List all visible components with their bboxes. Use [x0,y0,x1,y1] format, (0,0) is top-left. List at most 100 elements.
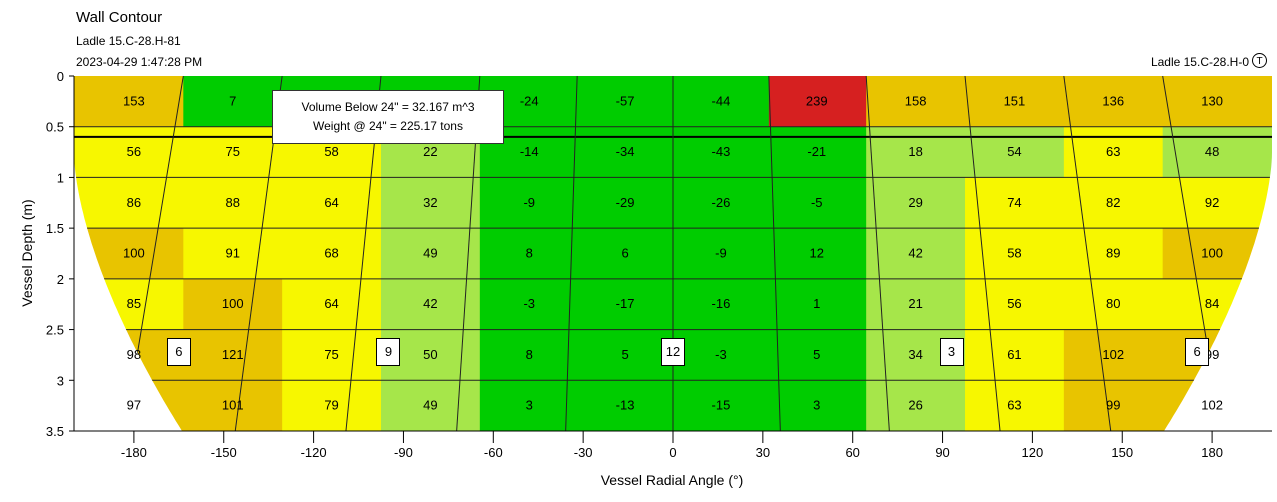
sector-marker: 6 [166,337,191,366]
cell-value-label: -13 [616,398,635,413]
cell-value-label: 97 [127,398,141,413]
cell-value-label: 68 [324,246,338,261]
heat-cell [282,177,382,229]
cell-value-label: 7 [229,93,236,108]
cell-value-label: 54 [1007,144,1021,159]
heat-cell [673,329,770,381]
y-tick-label: 2.5 [46,323,64,338]
cell-value-label: -34 [616,144,635,159]
cell-value-label: 1 [813,296,820,311]
heat-cell [74,126,184,178]
cell-value-label: 121 [222,347,244,362]
heat-cell [673,228,770,280]
cell-value-label: -14 [520,144,539,159]
cell-value-label: 98 [127,347,141,362]
heat-cell [577,76,674,128]
heat-cell [673,380,770,431]
cell-value-label: 50 [423,347,437,362]
sector-line [565,76,578,431]
x-tick-label: -180 [121,445,147,460]
cell-value-label: 101 [222,398,244,413]
heat-cell [577,380,674,431]
heat-cell [577,126,674,178]
heat-cell [965,278,1065,331]
x-tick-label: 180 [1201,445,1223,460]
heat-cell [282,329,382,381]
cell-value-label: 99 [1106,398,1120,413]
heat-cell [768,380,867,431]
cell-value-label: -9 [523,195,535,210]
sector-line [865,76,890,431]
cell-value-label: 3 [526,398,533,413]
heat-cell [1063,228,1164,280]
heat-cell [768,76,867,128]
heat-cell [479,177,578,229]
cell-value-label: 34 [908,347,922,362]
cell-value-label: 79 [324,398,338,413]
heat-cell [1162,126,1272,178]
y-tick-label: 2 [57,272,64,287]
cell-value-label: 88 [226,195,240,210]
t-icon[interactable]: T [1252,53,1267,68]
sector-line [768,76,781,431]
heat-cell [282,380,382,431]
heat-cell [577,329,674,381]
heat-cell [1063,329,1164,381]
heat-cell [866,228,966,280]
cell-value-label: 18 [908,144,922,159]
heat-cell [866,126,966,178]
heat-cell [768,228,867,280]
heat-cell [577,177,674,229]
heat-cell [768,177,867,229]
cell-value-label: 49 [423,246,437,261]
cell-value-label: 89 [1106,246,1120,261]
cell-value-label: 64 [324,296,338,311]
cell-value-label: 58 [1007,246,1021,261]
cell-value-label: 75 [324,347,338,362]
heat-cell [965,126,1065,178]
x-tick-label: 150 [1111,445,1133,460]
heat-cell [479,228,578,280]
y-tick-label: 0 [57,69,64,84]
x-tick-label: 90 [935,445,949,460]
sector-marker: 3 [939,337,964,366]
cell-value-label: 8 [526,246,533,261]
x-tick-label: 120 [1022,445,1044,460]
x-tick-label: 30 [756,445,770,460]
ladle-label: Ladle 15.C-28.H-0 [1150,55,1249,69]
heat-cell [183,177,283,229]
timestamp: 2023-04-29 1:47:28 PM [76,55,203,69]
volume-below-text: Volume Below 24" = 32.167 m^3 [301,100,475,114]
cell-value-label: 6 [621,246,628,261]
cell-value-label: 91 [226,246,240,261]
heat-cell [1063,76,1164,128]
cell-value-label: 239 [806,93,828,108]
cell-value-label: -9 [715,246,727,261]
y-tick-label: 0.5 [46,120,64,135]
y-tick-label: 1.5 [46,221,64,236]
cell-value-label: 136 [1102,93,1124,108]
sector-marker: 9 [376,337,401,366]
cell-value-label: 64 [324,195,338,210]
heat-cell [577,228,674,280]
x-tick-label: -30 [574,445,593,460]
volume-info-box: Volume Below 24" = 32.167 m^3 Weight @ 2… [272,90,504,144]
cell-value-label: 63 [1106,144,1120,159]
x-tick-label: 0 [669,445,676,460]
heat-cell [183,228,283,280]
heat-cell [380,380,481,431]
cell-value-label: 84 [1205,296,1219,311]
heat-cell [183,126,283,178]
cell-value-label: -5 [811,195,823,210]
heat-cell [183,380,283,431]
x-tick-label: -60 [484,445,503,460]
cell-value-label: 32 [423,195,437,210]
cell-value-label: 49 [423,398,437,413]
cell-value-label: -43 [712,144,731,159]
x-tick-label: -90 [394,445,413,460]
heat-cell [965,228,1065,280]
heat-cell [965,329,1065,381]
cell-value-label: 75 [226,144,240,159]
cell-value-label: 5 [813,347,820,362]
